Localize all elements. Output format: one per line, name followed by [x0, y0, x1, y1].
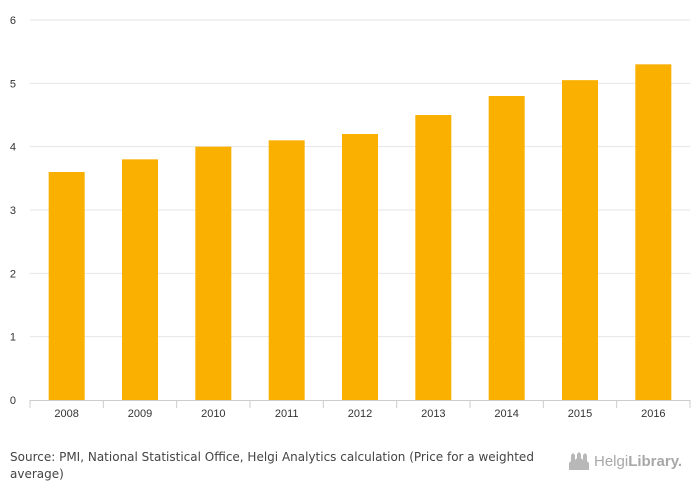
source-note: Source: PMI, National Statistical Office… [10, 449, 550, 483]
x-tick-label: 2012 [348, 408, 372, 420]
y-tick-label: 4 [10, 142, 16, 154]
bars [48, 64, 672, 401]
y-tick-label: 0 [10, 395, 16, 407]
x-tick-label: 2010 [201, 408, 225, 420]
y-axis-labels: 0 1 2 3 4 5 6 [10, 15, 16, 407]
x-axis [29, 400, 691, 408]
bar-2014 [488, 96, 525, 400]
source-label: Source: [10, 450, 56, 464]
bar-2013 [415, 115, 452, 400]
y-tick-label: 2 [10, 268, 16, 280]
x-tick-label: 2015 [568, 408, 592, 420]
chart-area: 0 1 2 3 4 5 6 2008 2009 2010 2011 2012 2013 2014 2015… [10, 15, 691, 420]
bar-2009 [122, 159, 158, 400]
x-tick-label: 2016 [641, 408, 665, 420]
y-tick-label: 6 [10, 15, 16, 27]
logo-text-bold: Library. [628, 452, 683, 470]
bar-2010 [195, 146, 232, 400]
helgi-library-icon [569, 452, 589, 470]
x-tick-label: 2011 [275, 408, 299, 420]
bar-chart: 0 1 2 3 4 5 6 2008 2009 2010 2011 2012 2013 2014 2015… [10, 15, 691, 420]
y-tick-label: 3 [10, 205, 16, 217]
bar-2011 [268, 140, 305, 401]
x-tick-label: 2014 [494, 408, 518, 420]
bar-2016 [635, 64, 672, 400]
y-tick-label: 1 [10, 332, 16, 344]
logo-text-regular: Helgi [594, 452, 629, 470]
x-tick-label: 2013 [421, 408, 445, 420]
x-tick-label: 2009 [128, 408, 152, 420]
x-axis-labels: 2008 2009 2010 2011 2012 2013 2014 2015 2016 [54, 408, 665, 420]
logo-text: HelgiLibrary. [594, 453, 682, 470]
helgi-library-logo: HelgiLibrary. [568, 450, 682, 472]
bar-2015 [562, 80, 598, 401]
y-tick-label: 5 [10, 78, 16, 90]
source-text: PMI, National Statistical Office, Helgi … [10, 450, 534, 481]
bar-2012 [342, 134, 378, 400]
bar-2008 [48, 172, 85, 400]
x-tick-label: 2008 [54, 408, 78, 420]
